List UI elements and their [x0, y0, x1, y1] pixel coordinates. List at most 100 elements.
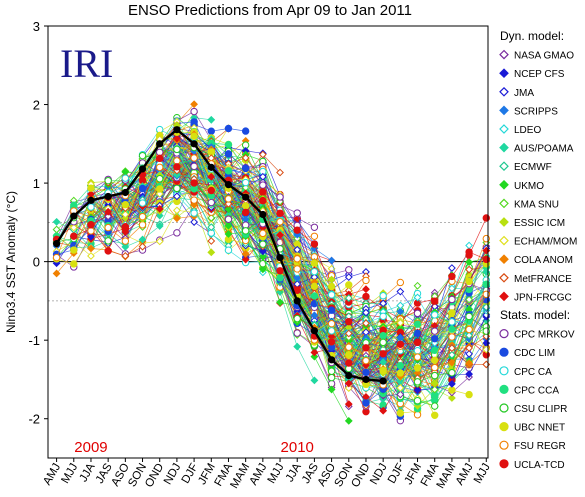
forecast-point [465, 248, 473, 256]
forecast-point [224, 140, 233, 149]
legend-label: JPN-FRCGC [514, 292, 572, 303]
observed-point [173, 126, 181, 134]
forecast-point [431, 356, 439, 365]
forecast-point [224, 246, 233, 254]
legend-label: FSU REGR [514, 441, 566, 452]
forecast-point [482, 214, 490, 222]
forecast-point [190, 100, 199, 109]
legend-marker [499, 440, 509, 450]
observed-point [70, 212, 78, 220]
forecast-point [87, 221, 95, 229]
forecast-point [138, 212, 147, 221]
legend-marker [499, 217, 509, 227]
forecast-point [224, 124, 233, 133]
forecast-point [293, 314, 301, 323]
legend-marker [499, 403, 509, 413]
forecast-point [241, 178, 250, 187]
legend-marker [499, 179, 509, 190]
y-tick-label: 3 [33, 19, 40, 34]
legend-label: ECHAM/MOM [514, 237, 577, 248]
legend-label: COLA ANOM [514, 255, 573, 266]
legend-marker [499, 347, 509, 357]
forecast-point [293, 209, 301, 217]
legend-label: LDEO [514, 125, 541, 136]
forecast-point [327, 256, 336, 265]
forecast-point [241, 202, 250, 210]
forecast-point [362, 285, 370, 294]
forecast-point [138, 199, 147, 207]
forecast-point [172, 192, 181, 201]
legend-label: KMA SNU [514, 199, 559, 210]
forecast-point [362, 368, 370, 377]
forecast-point [276, 267, 284, 275]
forecast-point [345, 266, 353, 274]
forecast-point [87, 252, 95, 260]
forecast-point [396, 287, 405, 296]
forecast-point [396, 361, 405, 370]
forecast-point [448, 295, 456, 304]
forecast-point [327, 320, 336, 328]
chart-title: ENSO Predictions from Apr 09 to Jan 2011 [128, 2, 412, 19]
forecast-point [207, 248, 216, 257]
forecast-point [207, 223, 216, 232]
forecast-point [448, 309, 456, 317]
forecast-point [259, 229, 267, 238]
forecast-point [258, 172, 267, 181]
forecast-point [70, 232, 78, 240]
forecast-point [431, 363, 439, 372]
forecast-point [173, 163, 181, 171]
forecast-point [327, 385, 336, 394]
iri-logo-text: IRI [60, 41, 113, 86]
forecast-point [121, 242, 130, 251]
forecast-point [293, 265, 301, 273]
forecast-point [190, 154, 198, 162]
forecast-point [70, 260, 78, 268]
forecast-point [465, 277, 473, 286]
x-tick-label: MJJ [472, 462, 493, 486]
forecast-point [327, 367, 336, 375]
forecast-point [224, 167, 233, 175]
legend-marker [499, 124, 509, 134]
forecast-point [155, 189, 164, 198]
observed-point [190, 140, 198, 148]
forecast-point [190, 179, 198, 187]
forecast-point [241, 164, 250, 173]
forecast-point [448, 272, 456, 281]
forecast-point [224, 195, 233, 203]
legend-marker [499, 459, 509, 469]
x-tick-label: MJJ [59, 462, 80, 486]
forecast-point [276, 218, 284, 226]
forecast-point [482, 234, 490, 243]
forecast-point [448, 325, 456, 333]
forecast-point [327, 373, 336, 382]
y-axis-label: Nino3.4 SST Anomaly (°C) [4, 191, 18, 333]
legend-label: CPC MRKOV [514, 330, 575, 341]
observed-point [242, 193, 250, 201]
forecast-point [138, 242, 147, 251]
legend-marker [499, 329, 509, 339]
legend-label: ESSIC ICM [514, 218, 565, 229]
legend-marker [499, 291, 509, 302]
forecast-point [396, 278, 405, 287]
legend-label: NASA GMAO [514, 51, 574, 62]
forecast-point [121, 174, 130, 182]
observed-point [52, 239, 61, 248]
forecast-point [52, 253, 61, 262]
forecast-point [258, 265, 267, 274]
forecast-point [482, 360, 491, 369]
forecast-point [258, 252, 267, 261]
forecast-point [327, 338, 336, 346]
forecast-point [173, 184, 181, 192]
forecast-point [293, 329, 301, 337]
forecast-point [396, 340, 405, 348]
forecast-point [241, 153, 250, 162]
forecast-point [413, 281, 422, 290]
legend-label: SCRIPPS [514, 106, 558, 117]
year-label: 2009 [74, 439, 107, 456]
forecast-point [207, 213, 216, 222]
forecast-point [121, 251, 130, 260]
forecast-point [207, 148, 215, 156]
forecast-point [207, 198, 215, 207]
forecast-point [310, 232, 319, 240]
